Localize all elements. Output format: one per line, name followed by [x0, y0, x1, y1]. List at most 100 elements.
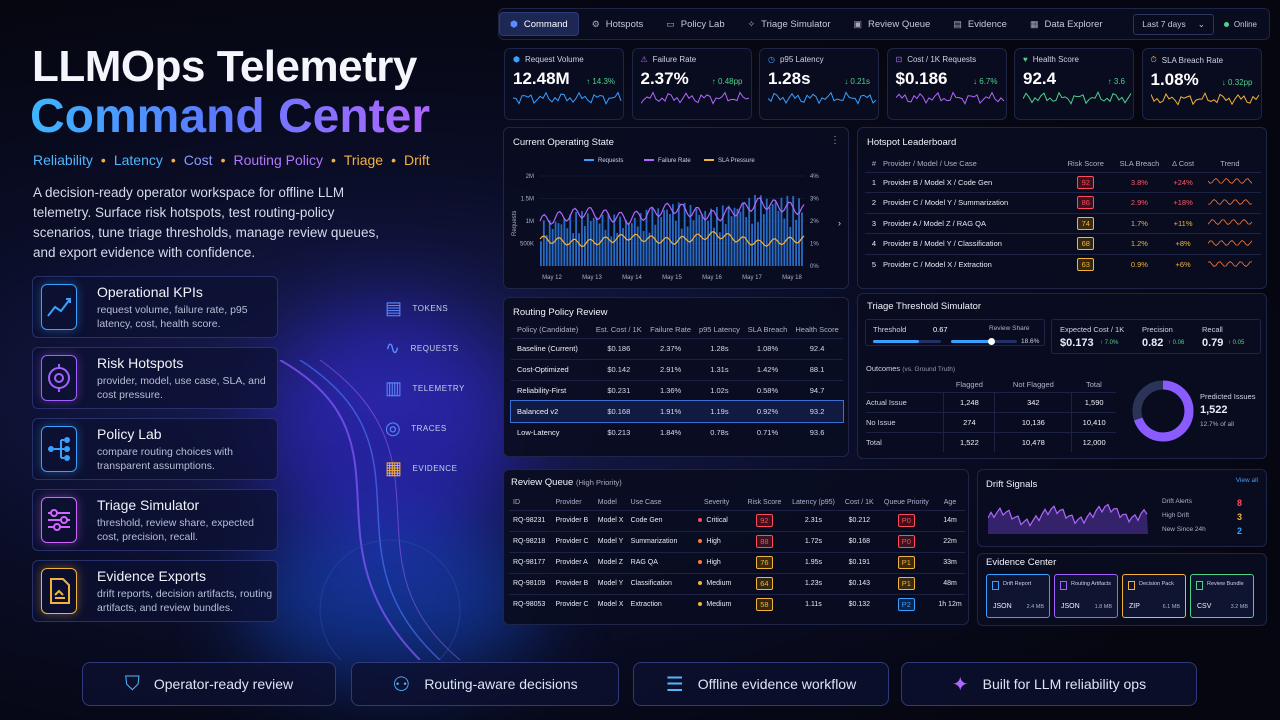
feature-card-operational-kpis[interactable]: Operational KPIs request volume, failure … — [32, 276, 278, 338]
kpi-health-score[interactable]: ♥ Health Score 92.4 ↑ 3.6 — [1014, 48, 1134, 120]
routing-cell: 92.4 — [809, 344, 825, 353]
kpi-request-volume[interactable]: ⬢ Request Volume 12.48M ↑ 14.3% — [504, 48, 624, 120]
risk-score-badge: 63 — [1077, 258, 1095, 271]
requests-bar — [777, 210, 780, 266]
table-row[interactable]: RQ-98053 Provider C Model X Extraction Mediu… — [509, 594, 965, 615]
feature-card-evidence-exports[interactable]: Evidence Exports drift reports, decision … — [32, 560, 278, 622]
requests-bar — [707, 220, 709, 266]
more-menu-icon[interactable]: ⋮ — [830, 135, 840, 146]
drift-view-all-link[interactable]: View all — [1235, 477, 1258, 484]
bottom-button-2[interactable]: ⚇ Routing-aware decisions — [351, 662, 619, 706]
routing-cell: 2.37% — [659, 344, 682, 353]
feature-card-policy-lab[interactable]: Policy Lab compare routing choices with t… — [32, 418, 278, 480]
requests-bar — [604, 229, 607, 266]
table-row[interactable]: 4 Provider B / Model Y / Classification 68… — [865, 233, 1261, 255]
cost-cell: $0.168 — [848, 538, 871, 545]
table-row[interactable]: 1 Provider B / Model X / Code Gen 92 3.8% +2… — [865, 172, 1261, 193]
use-cell: Summarization — [630, 538, 678, 545]
feature-title: Risk Hotspots — [97, 354, 184, 371]
requests-bar — [721, 205, 724, 266]
table-row[interactable]: Reliability-First $0.231 1.36% 1.02s 0.58% 94… — [511, 380, 843, 401]
kpi-label: Cost / 1K Requests — [907, 55, 977, 64]
threshold-slider[interactable] — [873, 340, 941, 343]
tab-review-queue[interactable]: ▣ Review Queue — [844, 12, 941, 36]
date-range-select[interactable]: Last 7 days ⌄ — [1133, 13, 1214, 35]
column-header: Queue Priority — [884, 499, 929, 507]
routing-title: Routing Policy Review — [513, 307, 608, 318]
status-text: Online — [1233, 19, 1257, 29]
evidence-item-decision-pack[interactable]: Decision Pack ZIP 6.1 MB — [1122, 574, 1186, 618]
bottom-button-1[interactable]: ⛉ Operator-ready review — [82, 662, 336, 706]
tab-evidence[interactable]: ▤ Evidence — [943, 12, 1017, 36]
kpi-p95-latency[interactable]: ◷ p95 Latency 1.28s ↓ 0.21s — [759, 48, 879, 120]
kpi-cost-1k-requests[interactable]: ⊡ Cost / 1K Requests $0.186 ↓ 6.7% — [886, 48, 1007, 120]
hotspot-title: Hotspot Leaderboard — [867, 137, 957, 148]
tab-command[interactable]: ⬢ Command — [499, 12, 579, 36]
requests-bar — [595, 217, 598, 266]
priority-badge: P1 — [897, 556, 915, 569]
hero-tag: Triage — [343, 152, 384, 168]
tab-hotspots[interactable]: ⚙ Hotspots — [582, 12, 654, 36]
column-header: Provider — [555, 499, 582, 507]
risk-score-badge: 92 — [755, 514, 773, 527]
review-share-slider[interactable] — [951, 338, 1017, 345]
expected-cost-value: $0.173 — [1060, 337, 1094, 349]
bottom-button-4[interactable]: ✦ Built for LLM reliability ops — [901, 662, 1197, 706]
kpi-icon: ⚠ — [640, 55, 648, 64]
file-icon — [1196, 581, 1203, 590]
tab-data-explorer[interactable]: ▦ Data Explorer — [1020, 12, 1113, 36]
table-row[interactable]: Low-Latency $0.213 1.84% 0.78s 0.71% 93.6 — [511, 422, 843, 443]
routing-table: Policy (Candidate) Est. Cost / 1K Failure … — [510, 322, 844, 443]
evidence-item-drift-report[interactable]: Drift Report JSON 2.4 MB — [986, 574, 1050, 618]
tab-icon: ▤ — [953, 18, 962, 29]
table-row[interactable]: 2 Provider C / Model Y / Summarization 86 2… — [865, 192, 1261, 214]
requests-bar — [613, 214, 616, 266]
table-row[interactable]: RQ-98177 Provider A Model Z RAG QA High 76 1.9… — [509, 552, 965, 573]
table-row[interactable]: RQ-98109 Provider B Model Y Classification M… — [509, 573, 965, 594]
side-label-evidence: ▦ EVIDENCE — [385, 458, 457, 479]
hero-description: A decision-ready operator workspace for … — [33, 185, 379, 260]
requests-bar — [642, 230, 645, 266]
y-tick-right: 4% — [810, 174, 819, 180]
evidence-item-routing-artifacts[interactable]: Routing Artifacts JSON 1.8 MB — [1054, 574, 1118, 618]
tab-policy-lab[interactable]: ▭ Policy Lab — [656, 12, 734, 36]
trend-sparkline — [1207, 260, 1252, 267]
table-row-selected[interactable]: Balanced v2 $0.168 1.91% 1.19s 0.92% 93.2 — [510, 400, 844, 423]
sla-cell: 1.2% — [1130, 239, 1148, 249]
tab-label: Hotspots — [605, 18, 644, 30]
latency-cell: 1.11s — [805, 601, 822, 609]
side-label-text: TOKENS — [412, 304, 449, 313]
table-row[interactable]: Baseline (Current) $0.186 2.37% 1.28s 1.08% 9… — [511, 338, 843, 359]
tokens-icon: ▤ — [385, 298, 403, 318]
tab-label: Review Queue — [868, 18, 931, 30]
kpi-sla-breach-rate[interactable]: ⏱ SLA Breach Rate 1.08% ↓ 0.32pp — [1141, 48, 1262, 120]
requests-bar — [765, 198, 768, 266]
cost-cell: +8% — [1175, 239, 1191, 249]
requests-bar — [760, 195, 762, 266]
rank-cell: 5 — [871, 260, 877, 269]
chevron-right-icon[interactable]: › — [838, 218, 841, 228]
table-row[interactable]: RQ-98218 Provider C Model Y Summarization Hi… — [509, 531, 965, 552]
requests-bar — [648, 232, 651, 266]
table-row[interactable]: 5 Provider C / Model X / Extraction 63 0.9%… — [865, 254, 1261, 275]
evidence-item-review-bundle[interactable]: Review Bundle CSV 3.2 MB — [1190, 574, 1254, 618]
bottom-button-3[interactable]: ☰ Offline evidence workflow — [633, 662, 889, 706]
age-cell: 33m — [943, 559, 957, 566]
kpi-failure-rate[interactable]: ⚠ Failure Rate 2.37% ↑ 0.48pp — [631, 48, 752, 120]
table-row[interactable]: Cost-Optimized $0.142 2.91% 1.31s 1.42% 88.1 — [511, 359, 843, 380]
hero-tag: Latency — [113, 152, 163, 168]
feature-card-risk-hotspots[interactable]: Risk Hotspots provider, model, use case, … — [32, 347, 278, 409]
table-header: ID Provider Model Use Case Severity Risk Scor… — [509, 496, 965, 510]
tab-triage-simulator[interactable]: ✧ Triage Simulator — [738, 12, 841, 36]
operating-state-chart: Requests Failure Rate SLA Pressure 2M 1.5M 1M… — [512, 158, 841, 281]
requests-bar — [589, 221, 592, 266]
requests-bar — [742, 202, 745, 266]
severity-dot-icon — [698, 602, 703, 607]
outcome-cell: 10,136 — [994, 412, 1072, 432]
feature-card-triage-simulator[interactable]: Triage Simulator threshold, review share,… — [32, 489, 278, 551]
table-row[interactable]: RQ-98231 Provider B Model X Code Gen Critica… — [509, 510, 965, 531]
kpi-icon: ⬢ — [513, 55, 520, 64]
table-row[interactable]: 3 Provider A / Model Z / RAG QA 74 1.7% +11% — [865, 213, 1261, 234]
tab-icon: ▭ — [666, 18, 675, 29]
y-tick-right: 2% — [810, 219, 819, 225]
